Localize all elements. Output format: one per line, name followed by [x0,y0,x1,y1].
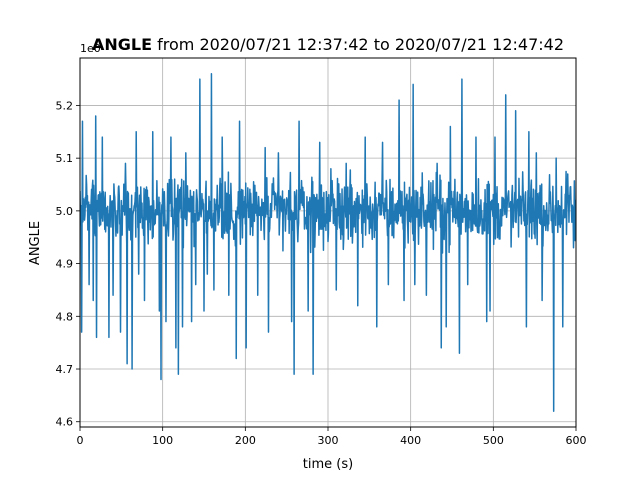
y-tick-label: 5.0 [56,205,74,218]
chart-title: ANGLE from 2020/07/21 12:37:42 to 2020/0… [92,35,564,54]
y-tick-label: 4.6 [56,416,74,429]
y-tick-label: 5.1 [56,152,74,165]
x-tick-label: 600 [566,434,587,447]
x-axis-label: time (s) [303,457,353,472]
x-tick-label: 500 [483,434,504,447]
x-tick-label: 300 [318,434,339,447]
offset-label: 1e0 [80,42,101,55]
y-tick-label: 4.9 [56,258,74,271]
x-axis-ticks: 0 100 200 300 400 500 600 [77,427,587,447]
y-tick-label: 4.7 [56,363,74,376]
x-tick-label: 200 [235,434,256,447]
x-tick-label: 0 [77,434,84,447]
x-tick-label: 100 [152,434,173,447]
y-tick-label: 4.8 [56,310,74,323]
y-tick-label: 5.2 [56,99,74,112]
x-tick-label: 400 [400,434,421,447]
y-axis-label: ANGLE [28,221,43,265]
angle-series-line [80,73,576,412]
y-axis-ticks: 4.6 4.7 4.8 4.9 5.0 5.1 5.2 [56,99,80,429]
series-group [80,73,576,412]
chart-title-bold: ANGLE [92,35,152,54]
chart-title-rest: from 2020/07/21 12:37:42 to 2020/07/21 1… [152,35,564,54]
